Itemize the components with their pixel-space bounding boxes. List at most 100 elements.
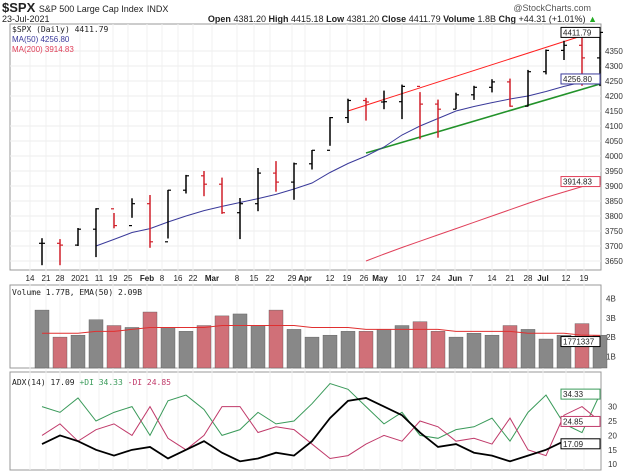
legend-ma50: MA(50) 4256.80 <box>12 35 70 44</box>
volume-bar <box>88 319 104 369</box>
volume-bar <box>466 333 482 369</box>
volume-bar <box>106 325 122 369</box>
x-tick-label: May <box>372 274 388 283</box>
x-tick-label: 14 <box>488 274 497 283</box>
low-value: 4381.20 <box>346 14 380 24</box>
volume-ema-line <box>42 325 601 336</box>
chg-label: Chg <box>498 14 516 24</box>
volume-value: 1.8B <box>477 14 496 24</box>
adx-label: 17.09 <box>563 440 584 449</box>
volume-bar <box>142 311 158 369</box>
volume-last-label: 1771337 <box>563 338 595 347</box>
legend-adx-value: ADX(14) 17.09 <box>12 378 75 387</box>
volume-last-label-box <box>560 336 601 348</box>
adx-label-box <box>560 438 601 450</box>
volume-bar <box>304 336 320 369</box>
x-tick-label: 21 <box>42 274 51 283</box>
ma50-label: 4256.80 <box>563 75 592 84</box>
x-tick-label: 25 <box>124 274 133 283</box>
date: 23-Jul-2021 <box>2 14 50 24</box>
mdi-label-box <box>560 415 601 427</box>
x-tick-label: 28 <box>524 274 533 283</box>
volume-bar <box>538 338 554 369</box>
x-tick-label: 29 <box>288 274 297 283</box>
volume-y-tick: 4B <box>606 295 616 304</box>
symbol: $SPX <box>2 0 36 15</box>
legend-volume: Volume 1.77B, EMA(50) 2.09B <box>12 288 143 297</box>
y-tick-label: 3950 <box>605 167 623 176</box>
volume-y-tick: 3B <box>606 314 616 323</box>
adx-y-tick: 20 <box>608 431 617 440</box>
mdi-line <box>41 405 601 459</box>
legend-ma200: MA(200) 3914.83 <box>12 45 74 54</box>
low-label: Low <box>326 14 345 24</box>
volume-bar <box>232 313 248 369</box>
volume-bar <box>124 327 140 369</box>
volume-bar <box>196 325 212 369</box>
mdi-label: 24.85 <box>563 417 584 426</box>
volume-bar <box>286 329 302 369</box>
volume-label: Volume <box>443 14 475 24</box>
volume-bar <box>322 334 338 369</box>
y-tick-label: 3900 <box>605 182 623 191</box>
volume-bar <box>160 327 176 369</box>
ma200-label-box <box>560 176 601 188</box>
x-tick-label: 21 <box>506 274 515 283</box>
volume-bar <box>358 331 374 369</box>
x-tick-label: Mar <box>205 274 219 283</box>
x-tick-label: 2021 <box>71 274 89 283</box>
x-tick-label: 19 <box>109 274 118 283</box>
exchange: INDX <box>146 4 169 14</box>
last-price-label-box <box>560 26 601 38</box>
x-tick-label: Jul <box>537 274 549 283</box>
title-row: $SPX S&P 500 Large Cap Index INDX <box>2 1 168 16</box>
ma200-line <box>365 181 601 262</box>
y-tick-label: 3700 <box>605 242 623 251</box>
volume-bar <box>268 309 284 369</box>
high-value: 4415.18 <box>291 14 324 24</box>
y-tick-label: 4200 <box>605 92 623 101</box>
x-tick-label: 19 <box>343 274 352 283</box>
pdi-line <box>41 382 601 443</box>
ma50-label-box <box>560 73 601 85</box>
x-tick-label: 28 <box>56 274 65 283</box>
volume-bar <box>178 331 194 369</box>
x-tick-label: 11 <box>95 274 104 283</box>
x-tick-label: 8 <box>160 274 165 283</box>
high-label: High <box>268 14 289 24</box>
x-tick-label: Feb <box>140 274 154 283</box>
legend-mdi: -DI 24.85 <box>127 378 171 387</box>
x-tick-label: Apr <box>298 274 312 283</box>
ma200-label: 3914.83 <box>563 178 592 187</box>
volume-bar <box>70 334 86 369</box>
volume-bar <box>394 325 410 369</box>
pdi-label: 34.33 <box>563 390 584 399</box>
legend-pdi: +DI 34.33 <box>79 378 123 387</box>
y-tick-label: 3750 <box>605 227 623 236</box>
trendline-red <box>347 29 601 112</box>
watermark: @StockCharts.com <box>513 3 591 13</box>
y-tick-label: 4150 <box>605 107 623 116</box>
y-tick-label: 4250 <box>605 77 623 86</box>
y-tick-label: 4350 <box>605 47 623 56</box>
y-tick-label: 4050 <box>605 137 623 146</box>
y-tick-label: 4300 <box>605 62 623 71</box>
open-label: Open <box>207 14 231 24</box>
y-tick-label: 3850 <box>605 197 623 206</box>
volume-bar <box>412 321 428 369</box>
x-tick-label: 12 <box>326 274 335 283</box>
volume-bar <box>340 331 356 369</box>
x-tick-label: 10 <box>398 274 407 283</box>
volume-bar <box>448 336 464 369</box>
volume-bar <box>52 336 68 369</box>
x-tick-label: 22 <box>266 274 275 283</box>
volume-bar <box>430 331 446 369</box>
volume-bar <box>376 329 392 369</box>
x-tick-label: 7 <box>469 274 474 283</box>
y-tick-label: 3650 <box>605 257 623 266</box>
ma50-line <box>95 78 601 247</box>
volume-bar <box>250 325 266 369</box>
y-tick-label: 4100 <box>605 122 623 131</box>
